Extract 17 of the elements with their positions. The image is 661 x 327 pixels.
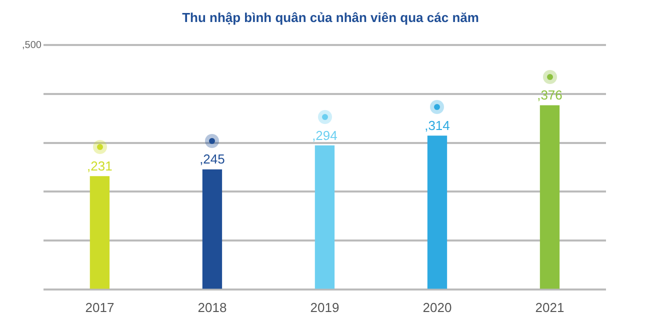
data-label: ,376 (537, 88, 562, 103)
bar (427, 136, 448, 289)
x-tick-label: 2018 (198, 300, 227, 315)
chart-title: Thu nhập bình quân của nhân viên qua các năm (181, 10, 480, 25)
x-tick-label: 2019 (310, 300, 340, 315)
data-label: ,294 (312, 128, 338, 143)
data-label: ,231 (87, 158, 112, 174)
bar (314, 145, 335, 289)
x-tick-label: 2020 (422, 300, 452, 315)
x-tick-label: 2017 (85, 300, 114, 315)
bar (202, 169, 222, 289)
data-label: ,245 (200, 152, 225, 167)
data-label: ,314 (424, 118, 450, 133)
x-tick-label: 2021 (535, 300, 564, 315)
bar (90, 176, 110, 289)
bar (540, 105, 560, 289)
y-tick-label: ,500 (22, 40, 42, 51)
